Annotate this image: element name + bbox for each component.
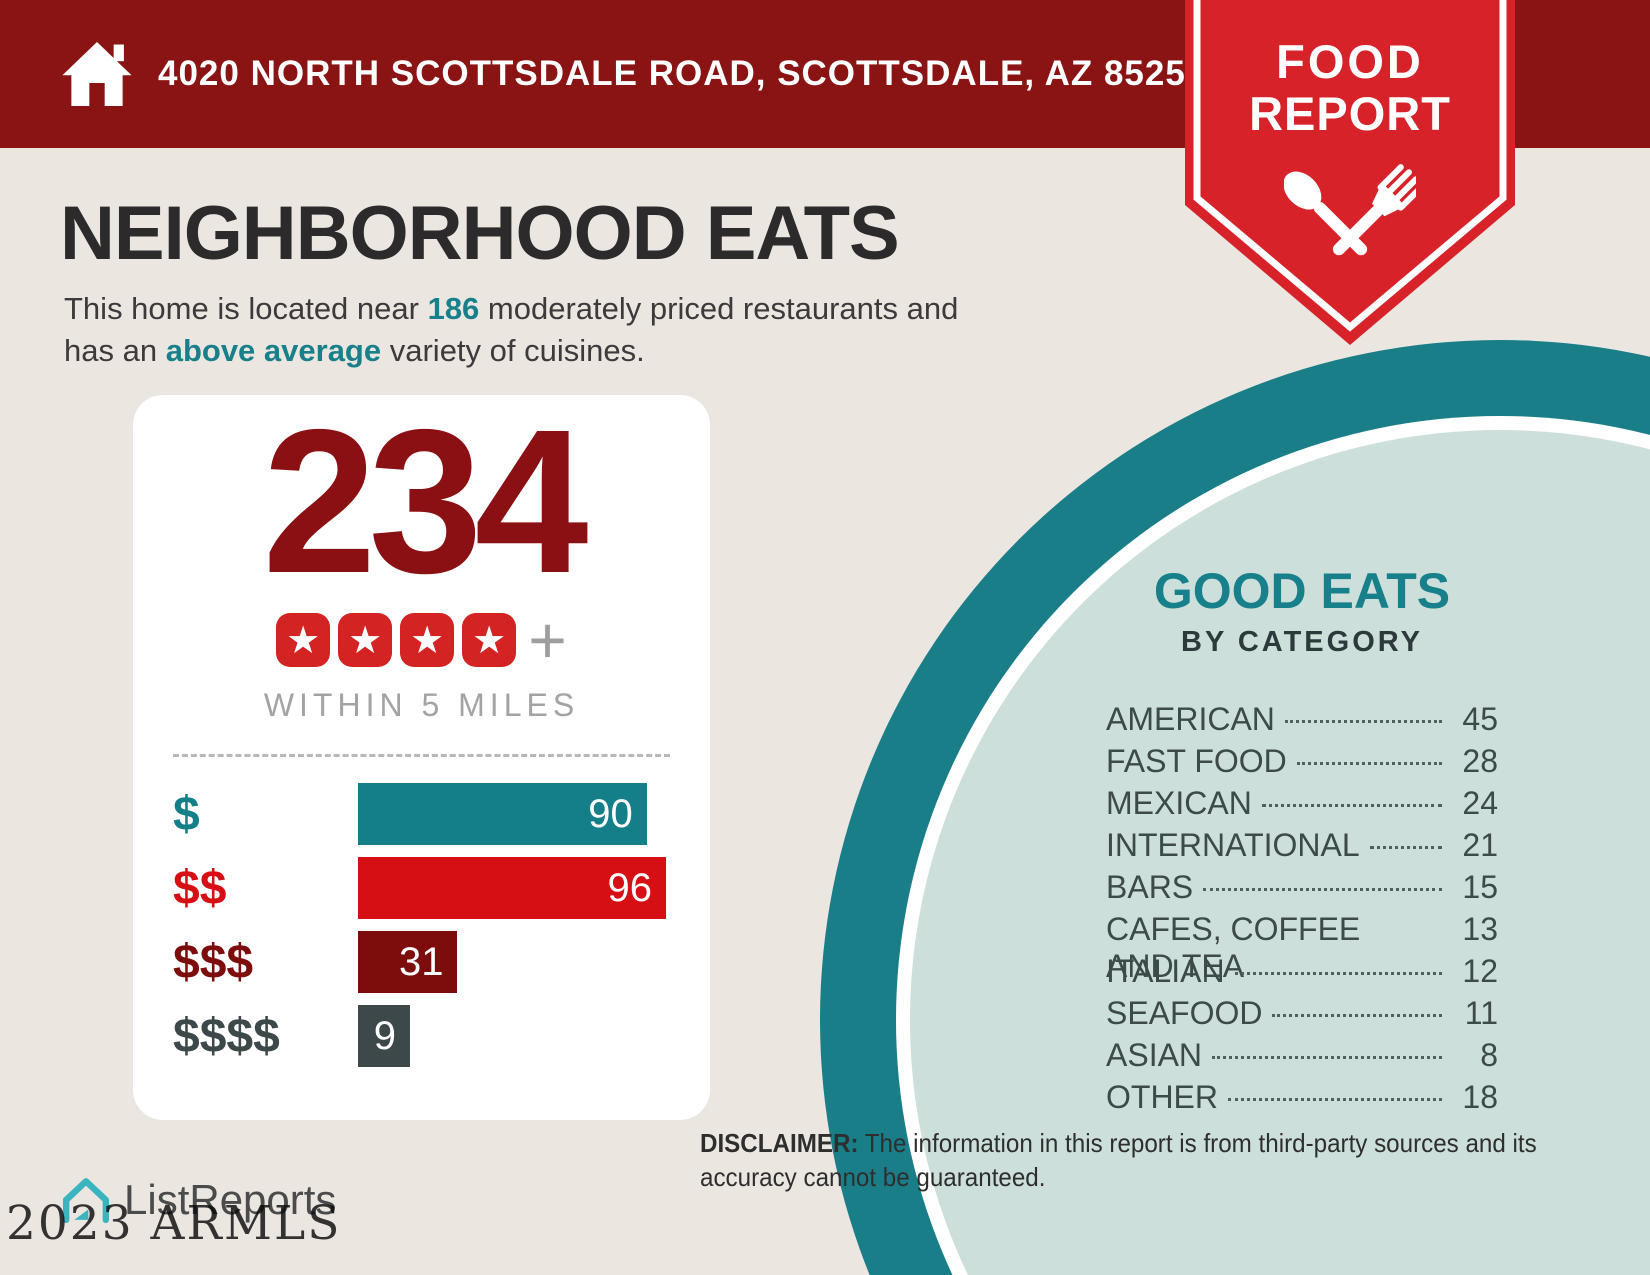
price-label: $$ [173, 861, 227, 915]
intro-text: This home is located near 186 moderately… [64, 288, 958, 372]
category-row: MEXICAN 24 [1106, 785, 1498, 827]
category-value: 45 [1462, 701, 1498, 737]
category-row: AMERICAN 45 [1106, 701, 1498, 743]
category-value: 21 [1462, 827, 1498, 863]
intro-line1: This home is located near 186 moderately… [64, 291, 959, 326]
listreports-house-icon [62, 1178, 110, 1224]
dot-leader [1284, 720, 1442, 723]
dot-leader [1272, 1014, 1442, 1017]
price-level-bar-chart: $ 90 $$ 96 $$$ 31 $$$$ 9 [173, 783, 670, 1068]
category-label: OTHER [1106, 1079, 1218, 1115]
price-label: $$$$ [173, 1009, 280, 1063]
category-label: INTERNATIONAL [1106, 827, 1360, 863]
disclaimer: DISCLAIMER: The information in this repo… [700, 1126, 1593, 1194]
category-label: AMERICAN [1106, 701, 1275, 737]
home-icon [62, 41, 132, 107]
good-eats-panel: GOOD EATS BY CATEGORY AMERICAN 45 FAST FO… [1106, 566, 1498, 1121]
category-value: 24 [1462, 785, 1498, 821]
page-title: NEIGHBORHOOD EATS [60, 191, 900, 276]
plus-icon: + [528, 603, 567, 678]
star-rating: + [276, 607, 567, 673]
variety-highlight: above average [165, 333, 382, 368]
dot-leader [1228, 1098, 1442, 1101]
category-value: 11 [1464, 995, 1498, 1031]
price-bar-value: 96 [607, 865, 653, 910]
price-bar-row: $$ 96 [173, 857, 670, 920]
category-list: AMERICAN 45 FAST FOOD 28 MEXICAN 24 INTERNA… [1106, 701, 1498, 1121]
price-label: $$$ [173, 935, 254, 989]
dot-leader [1369, 846, 1442, 849]
star-icon [462, 613, 517, 668]
category-label: SEAFOOD [1106, 995, 1263, 1031]
crossed-spoon-fork-icon [1284, 164, 1416, 256]
price-bar: 90 [358, 783, 647, 846]
category-label: MEXICAN [1106, 785, 1252, 821]
category-value: 8 [1480, 1037, 1498, 1073]
listreports-logo: ListReports [58, 1172, 336, 1228]
category-label: BARS [1106, 869, 1194, 905]
category-row: ITALIAN 12 [1106, 953, 1498, 995]
listreports-logo-text: ListReports [124, 1176, 337, 1223]
badge-title-line1: FOOD [1276, 35, 1424, 88]
category-row: OTHER 18 [1106, 1079, 1498, 1121]
disclaimer-label: DISCLAIMER: [700, 1128, 859, 1158]
category-value: 18 [1462, 1079, 1498, 1115]
restaurant-summary-card: 234 + WITHIN 5 MILES $ 90 $$ 96 $$$ 31 $… [133, 395, 710, 1120]
good-eats-subtitle: BY CATEGORY [1181, 626, 1423, 658]
dot-leader [1212, 1056, 1442, 1059]
price-bar-value: 90 [588, 791, 633, 836]
category-value: 13 [1462, 911, 1498, 947]
price-label: $ [173, 787, 200, 841]
dot-leader [1261, 804, 1442, 807]
dot-leader [1203, 888, 1442, 891]
radius-label: WITHIN 5 MILES [263, 687, 580, 724]
price-bar: 96 [358, 857, 666, 920]
category-row: ASIAN 8 [1106, 1037, 1498, 1079]
dot-leader [1234, 972, 1442, 975]
price-bar-row: $$$ 31 [173, 931, 670, 994]
dashed-divider [173, 754, 670, 758]
price-bar-value: 31 [398, 939, 444, 984]
star-icon [400, 613, 455, 668]
disclaimer-line2: accuracy cannot be guaranteed. [700, 1162, 1046, 1192]
category-row: INTERNATIONAL 21 [1106, 827, 1498, 869]
property-address: 4020 NORTH SCOTTSDALE ROAD, SCOTTSDALE, … [158, 54, 1207, 93]
food-report-ribbon: FOOD REPORT [1185, 0, 1515, 352]
price-bar-row: $$$$ 9 [173, 1005, 670, 1068]
category-label: CAFES, COFFEE AND TEA [1106, 911, 1361, 984]
category-value: 15 [1462, 869, 1498, 905]
badge-title-line2: REPORT [1249, 87, 1451, 140]
dot-leader [1296, 762, 1442, 765]
category-row: FAST FOOD 28 [1106, 743, 1498, 785]
category-row: SEAFOOD 11 [1106, 995, 1498, 1037]
category-value: 12 [1462, 953, 1498, 989]
category-label: ASIAN [1106, 1037, 1203, 1073]
category-value: 28 [1462, 743, 1498, 779]
price-bar-value: 9 [373, 1013, 396, 1058]
price-bar: 31 [358, 931, 458, 994]
category-label: ITALIAN [1106, 953, 1225, 989]
restaurant-count-highlight: 186 [427, 291, 480, 326]
star-icon [338, 613, 393, 668]
disclaimer-line1: DISCLAIMER: The information in this repo… [700, 1128, 1537, 1158]
restaurant-total-count: 234 [262, 387, 588, 616]
good-eats-title: GOOD EATS [1153, 563, 1451, 619]
intro-line2: has an above average variety of cuisines… [64, 333, 645, 368]
category-label: FAST FOOD [1106, 743, 1287, 779]
armls-watermark: 2023 ARMLS [6, 1196, 342, 1251]
price-bar: 9 [358, 1005, 410, 1068]
star-icon [276, 613, 331, 668]
category-row: BARS 15 [1106, 869, 1498, 911]
ribbon-shape [1185, 0, 1515, 345]
price-bar-row: $ 90 [173, 783, 670, 846]
category-row: CAFES, COFFEE AND TEA 13 [1106, 911, 1498, 984]
